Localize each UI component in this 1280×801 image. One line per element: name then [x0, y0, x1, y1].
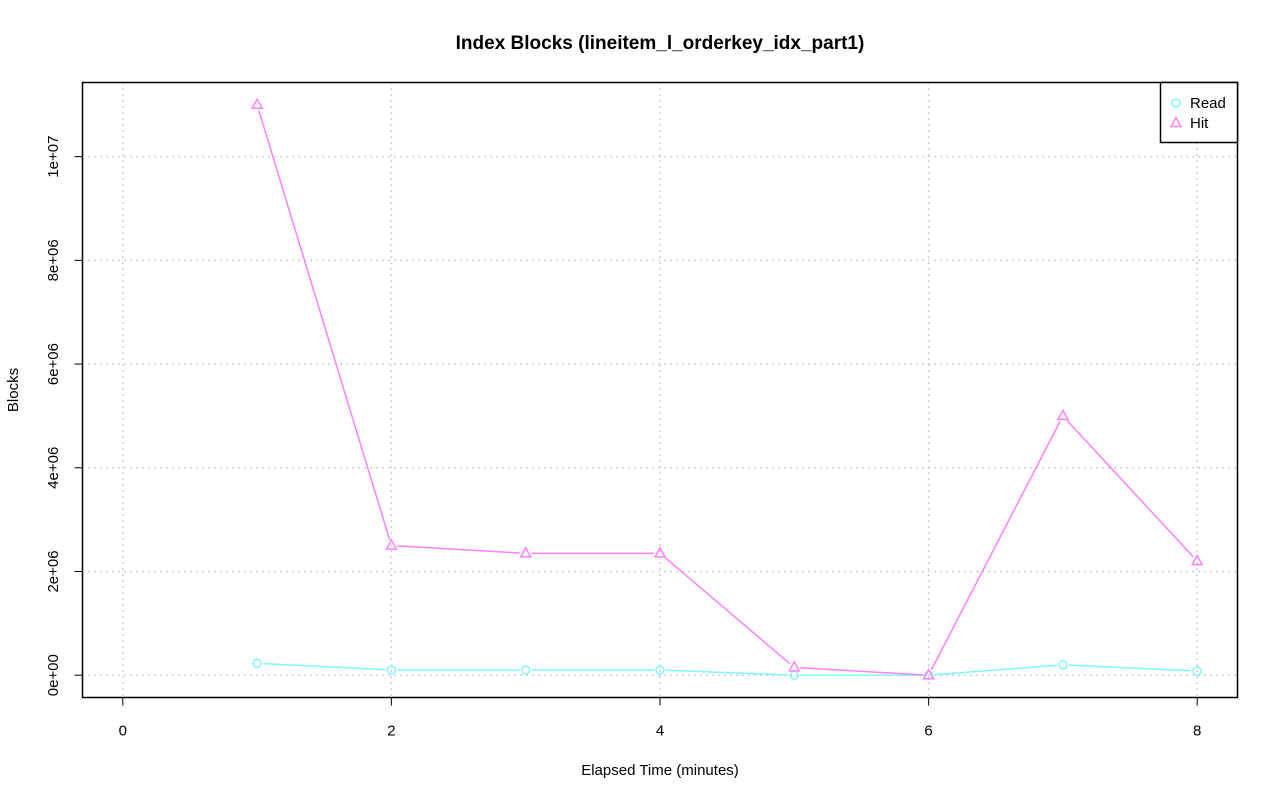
series-line-hit: [258, 110, 391, 541]
legend-marker-hit: [1169, 115, 1183, 128]
chart-title: Index Blocks (lineitem_l_orderkey_idx_pa…: [456, 33, 865, 54]
y-tick-label: 0e+00: [45, 654, 62, 696]
x-tick-label: 4: [656, 723, 664, 740]
legend-marker-read: [1171, 98, 1181, 108]
series-line-hit: [1066, 419, 1194, 558]
y-tick-label: 2e+06: [45, 550, 62, 592]
data-point-hit: [385, 538, 398, 550]
legend-label-hit: Hit: [1190, 115, 1209, 132]
data-point-hit: [250, 97, 264, 110]
legend-box: [1159, 81, 1239, 144]
data-point-read: [1192, 666, 1202, 676]
y-axis: 0e+00 2e+06 4e+06 6e+06 8e+06 1e+07: [45, 136, 83, 696]
data-point-read: [1058, 660, 1068, 670]
y-tick-label: 1e+07: [45, 136, 62, 178]
data-point-hit: [653, 546, 667, 558]
series-line-read: [934, 664, 1057, 676]
y-axis-label: Blocks: [5, 368, 22, 412]
x-tick-label: 8: [1193, 723, 1201, 740]
x-axis-label: Elapsed Time (minutes): [581, 762, 739, 779]
series-line-read: [1068, 664, 1192, 672]
data-point-read: [520, 665, 531, 675]
data-point-read: [386, 665, 397, 675]
y-tick-label: 8e+06: [45, 239, 62, 281]
data-point-hit: [519, 546, 532, 558]
plot-series: [250, 97, 1204, 680]
data-point-hit: [788, 660, 801, 672]
data-point-hit: [1056, 408, 1070, 421]
grid: [82, 82, 1238, 698]
data-point-read: [252, 658, 262, 669]
series-line-hit: [397, 545, 520, 554]
series-line-read: [263, 662, 386, 671]
data-point-hit: [922, 668, 935, 680]
x-axis: 0 2 4 6 8: [119, 697, 1201, 740]
series-line-hit: [664, 556, 791, 665]
data-point-hit: [1190, 554, 1204, 566]
series-line-read: [665, 669, 789, 676]
y-tick-label: 6e+06: [45, 343, 62, 385]
data-point-read: [655, 665, 665, 675]
y-tick-label: 4e+06: [45, 447, 62, 489]
legend-label-read: Read: [1190, 95, 1226, 112]
x-tick-label: 0: [119, 723, 127, 740]
x-tick-label: 6: [924, 723, 932, 740]
series-line-hit: [930, 420, 1061, 671]
x-tick-label: 2: [387, 723, 395, 740]
series-line-hit: [800, 667, 923, 676]
legend: Read Hit: [1159, 81, 1239, 144]
